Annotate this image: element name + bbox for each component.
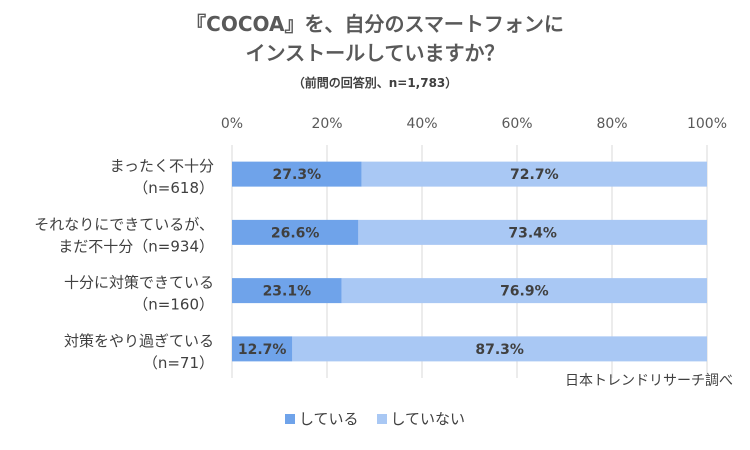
category-label: 十分に対策できている （n=160） [64,274,214,314]
x-tick-label: 40% [406,116,437,132]
category-label: まったく不十分 （n=618） [110,157,214,197]
x-tick-label: 100% [687,116,727,132]
x-tick-label: 80% [596,116,627,132]
data-label: 12.7% [238,342,287,358]
category-label: 対策をやり過ぎている （n=71） [64,332,214,372]
bar-segment-installed [232,278,342,304]
category-label-line: （n=160） [133,296,214,314]
chart-title-line1: 『COCOA』を、自分のスマートフォンに [186,12,564,36]
legend: している していない [0,408,750,429]
data-label: 27.3% [273,167,322,183]
x-tick-label: 60% [501,116,532,132]
data-label: 87.3% [475,342,524,358]
legend-swatch-not-installed [376,413,387,424]
bar-segment-not-installed [361,161,707,187]
category-label-line: 対策をやり過ぎている [64,332,214,350]
category-label-line: まだ不十分（n=934） [58,237,214,255]
category-label: それなりにできているが、まだ不十分（n=934） [34,215,214,255]
x-tick-label: 20% [311,116,342,132]
bar-segment-not-installed [358,219,707,245]
x-tick-label: 0% [221,116,243,132]
chart-title-line2: インストールしていますか？ [245,41,505,65]
data-label: 26.6% [271,225,320,241]
legend-swatch-installed [284,413,295,424]
bar-segment-not-installed [341,278,707,304]
bar-segment-not-installed [292,336,707,362]
category-label-line: それなりにできているが、 [34,215,214,233]
data-label: 73.4% [508,225,557,241]
data-label: 76.9% [500,284,549,300]
bar-segment-installed [232,336,293,362]
category-label-line: （n=618） [133,179,214,197]
chart-subtitle: （前問の回答別、n=1,783） [292,76,458,90]
legend-item-not-installed: していない [376,408,466,429]
bar-segment-installed [232,219,359,245]
category-label-line: （n=71） [143,354,214,372]
data-label: 23.1% [263,284,312,300]
legend-label-installed: している [298,410,359,428]
bar-segment-installed [232,161,362,187]
source-note: 日本トレンドリサーチ調べ [565,373,733,389]
category-label-line: 十分に対策できている [64,274,214,292]
legend-label-not-installed: していない [390,410,466,428]
legend-item-installed: している [284,408,359,429]
category-label-line: まったく不十分 [110,157,214,175]
data-label: 72.7% [510,167,559,183]
